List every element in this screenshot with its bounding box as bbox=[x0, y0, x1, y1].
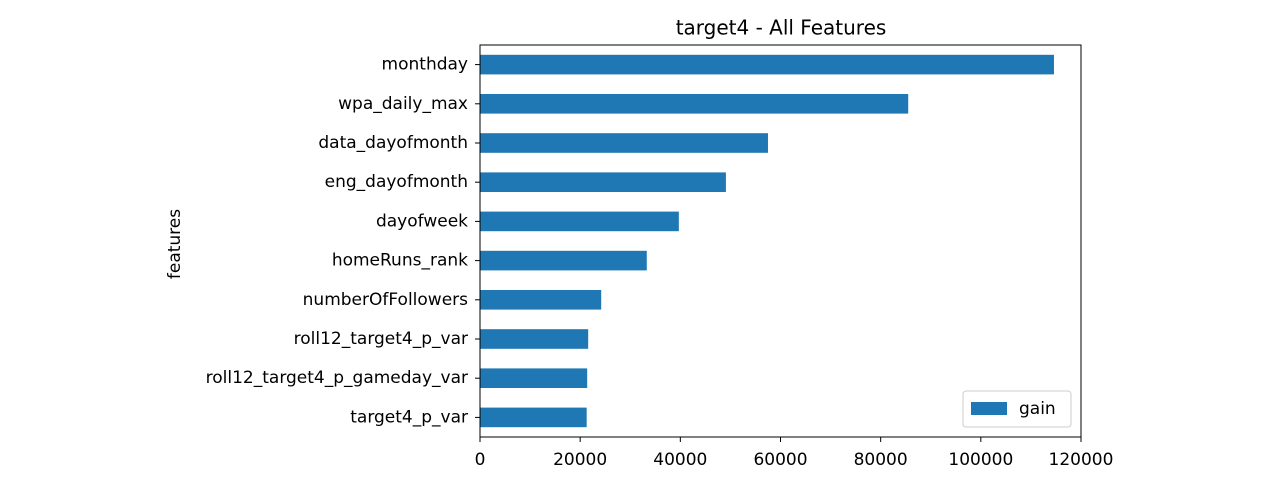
x-tick-label: 80000 bbox=[854, 450, 908, 470]
plot-frame bbox=[479, 44, 1082, 438]
bar bbox=[480, 211, 679, 232]
legend-swatch bbox=[971, 402, 1007, 415]
bar bbox=[480, 368, 588, 388]
y-tick-label: data_dayofmonth bbox=[318, 133, 468, 153]
y-tick-label: roll12_target4_p_var bbox=[294, 329, 468, 349]
y-tick-label: homeRuns_rank bbox=[332, 251, 468, 271]
x-tick-label: 60000 bbox=[753, 450, 807, 470]
y-axis-label: features bbox=[165, 209, 185, 279]
x-tick-label: 120000 bbox=[1049, 450, 1114, 470]
y-tick-label: dayofweek bbox=[376, 211, 468, 231]
bar bbox=[480, 290, 602, 310]
bar bbox=[480, 172, 726, 192]
y-tick-label: monthday bbox=[382, 55, 468, 75]
x-tick-label: 20000 bbox=[553, 450, 607, 470]
bar bbox=[480, 329, 589, 349]
legend-label: gain bbox=[1019, 399, 1056, 419]
chart-title: target4 - All Features bbox=[676, 16, 887, 40]
y-tick-label: target4_p_var bbox=[350, 407, 468, 427]
y-tick-label: numberOfFollowers bbox=[303, 290, 468, 310]
x-tick-label: 0 bbox=[475, 450, 486, 470]
y-tick-label: wpa_daily_max bbox=[338, 94, 468, 114]
bar bbox=[480, 54, 1054, 75]
bar bbox=[480, 133, 768, 153]
bar bbox=[480, 407, 587, 428]
x-tick-label: 40000 bbox=[653, 450, 707, 470]
y-tick-label: roll12_target4_p_gameday_var bbox=[206, 368, 468, 388]
bar bbox=[480, 250, 647, 271]
bar bbox=[480, 94, 909, 114]
legend-box bbox=[962, 390, 1072, 428]
y-tick-label: eng_dayofmonth bbox=[325, 172, 468, 192]
x-tick-label: 100000 bbox=[948, 450, 1013, 470]
